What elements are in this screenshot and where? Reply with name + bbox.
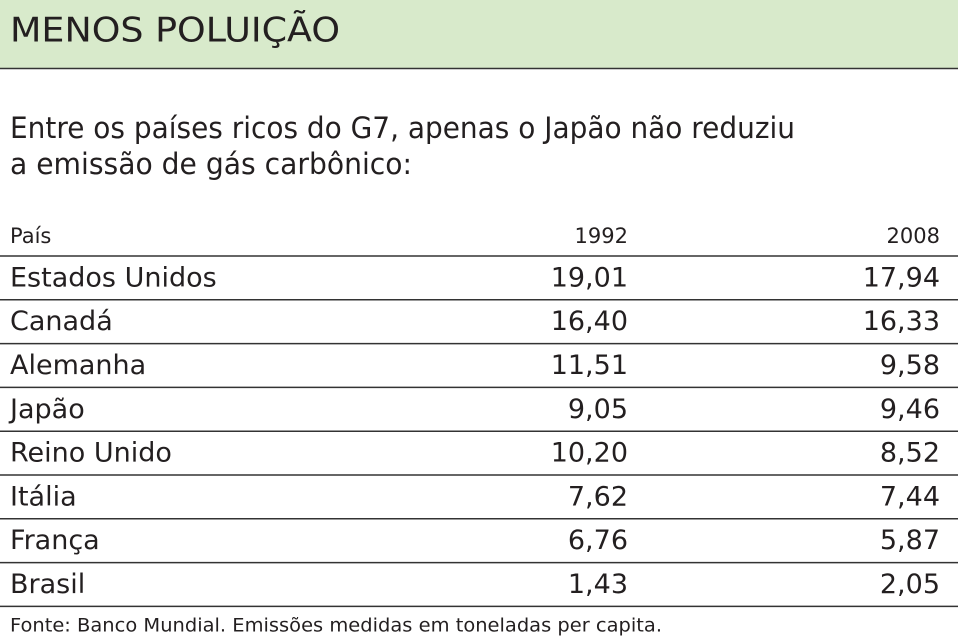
cell-country: Japão — [8, 394, 85, 425]
cell-value: 1,43 — [568, 569, 628, 600]
cell-value: 7,44 — [880, 481, 940, 512]
cell-value: 10,20 — [551, 438, 628, 469]
cell-value: 9,05 — [568, 394, 628, 425]
cell-value: 7,62 — [568, 481, 628, 512]
cell-country: Itália — [10, 481, 77, 512]
footer: Fonte: Banco Mundial. Emissões medidas e… — [10, 615, 662, 637]
cell-country: Canadá — [10, 306, 113, 337]
cell-value: 8,52 — [880, 438, 940, 469]
cell-value: 9,58 — [880, 350, 940, 381]
cell-value: 9,46 — [880, 394, 940, 425]
cell-value: 2,05 — [880, 569, 940, 600]
cell-country: Reino Unido — [10, 438, 172, 469]
cell-country: Alemanha — [10, 350, 146, 381]
cell-value: 19,01 — [551, 262, 628, 293]
title: MENOS POLUIÇÃO — [10, 11, 340, 51]
cell-value: 17,94 — [863, 262, 940, 293]
column-header: País — [10, 224, 51, 248]
cell-value: 11,51 — [551, 350, 628, 381]
cell-value: 16,40 — [551, 306, 628, 337]
subtitle: Entre os países ricos do G7, apenas o Ja… — [10, 111, 795, 145]
column-header: 2008 — [887, 224, 940, 248]
cell-value: 16,33 — [863, 306, 940, 337]
cell-value: 6,76 — [568, 525, 628, 556]
column-header: 1992 — [575, 224, 628, 248]
cell-country: Estados Unidos — [10, 262, 217, 293]
cell-country: Brasil — [10, 569, 85, 600]
cell-value: 5,87 — [880, 525, 940, 556]
cell-country: França — [10, 525, 100, 556]
header-band — [0, 0, 958, 68]
subtitle: a emissão de gás carbônico: — [10, 147, 412, 181]
table: País 1992 2008 Estados Unidos 19,01 17,94 Cana… — [0, 224, 958, 608]
